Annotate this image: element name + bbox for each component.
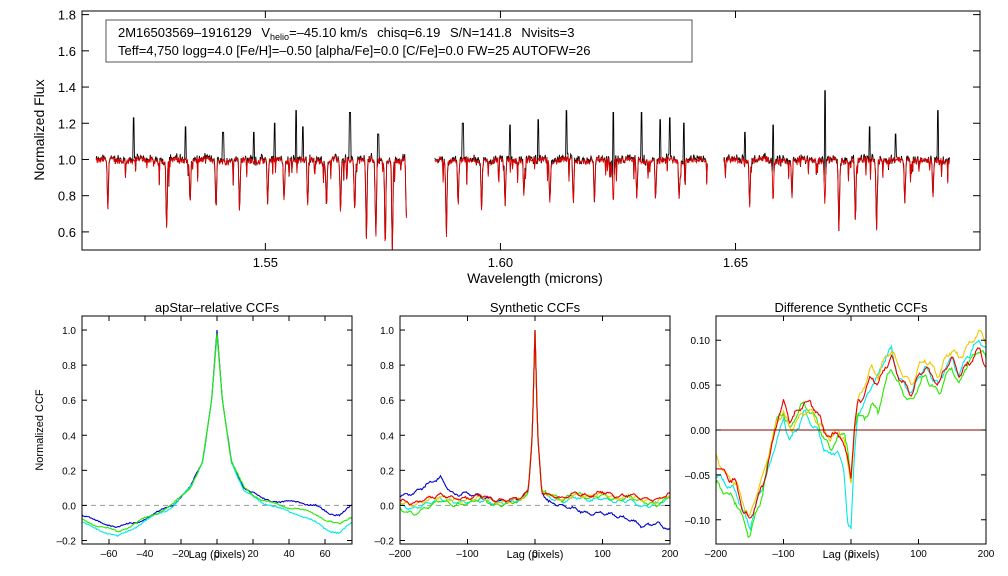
vhelio-prefix: V [261, 25, 270, 40]
synthetic-ccf-panel: Synthetic CCFs –200 –100 0 100 200 –0.2 0.0 0.2… [375, 300, 679, 561]
star-id: 2M16503569–1916129 [118, 25, 252, 40]
spectrum-plot-frame [81, 10, 981, 251]
synthetic-ytick-label: 1.0 [380, 326, 394, 337]
difference-ccf-title: Difference Synthetic CCFs [775, 300, 928, 315]
synthetic-xtick-label: 0 [532, 549, 538, 560]
apstar-ytick-label: 0.0 [62, 501, 76, 512]
annotation-line-2: Teff=4,750 logg=4.0 [Fe/H]=–0.50 [alpha/… [118, 43, 591, 58]
spectrum-series-layer [95, 90, 950, 251]
difference-xtick-label: –100 [772, 549, 795, 560]
spectrum-y-axis-label: Normalized Flux [31, 79, 47, 180]
annotation-box [105, 19, 693, 63]
apstar-xtick-label: –40 [137, 549, 154, 560]
apstar-ytick-label: –0.2 [57, 536, 77, 547]
spectrum-ytick-label: 0.6 [58, 225, 76, 240]
synthetic-ccf-series-visit-5 [399, 330, 671, 506]
difference-ccf-series-visit-5 [715, 347, 987, 519]
apstar-ccf-series-visit-1 [81, 329, 353, 528]
synthetic-ccf-title: Synthetic CCFs [490, 300, 581, 315]
synthetic-ytick-label: 0.0 [380, 501, 394, 512]
nvisits-value: Nvisits=3 [521, 25, 574, 40]
difference-xtick-label: –200 [705, 549, 728, 560]
apstar-ytick-label: 0.2 [62, 466, 76, 477]
synthetic-xtick-label: –200 [389, 549, 412, 560]
apstar-ytick-label: 0.6 [62, 396, 76, 407]
chisq-value: chisq=6.19 [377, 25, 440, 40]
spectrum-ytick-label: 1.2 [58, 116, 76, 131]
synthetic-ytick-label: 0.4 [380, 431, 394, 442]
difference-ytick-label: –0.05 [685, 471, 710, 482]
apstar-ytick-label: 0.4 [62, 431, 76, 442]
difference-x-axis-label: Lag (pixels) [823, 549, 880, 561]
difference-ytick-label: 0.05 [691, 381, 711, 392]
spectrum-panel: 1.55 1.60 1.65 0.6 0.8 1.0 1.2 1.4 1.6 1.8 Wavele… [31, 8, 981, 286]
synthetic-series-layer [399, 330, 671, 531]
synthetic-ytick-label: 0.8 [380, 361, 394, 372]
spectrum-ticks: 1.55 1.60 1.65 0.6 0.8 1.0 1.2 1.4 1.6 1.8 [58, 8, 980, 270]
annotation-line-1: 2M16503569–1916129 Vhelio=–45.10 km/s ch… [118, 25, 575, 42]
difference-ytick-label: 0.00 [691, 426, 711, 437]
apstar-xtick-label: 0 [214, 549, 220, 560]
difference-xtick-label: 0 [848, 549, 854, 560]
vhelio-subscript: helio [270, 32, 289, 42]
difference-xtick-label: 200 [978, 549, 995, 560]
apstar-xtick-label: 40 [283, 549, 295, 560]
spectrum-ytick-label: 1.8 [58, 8, 76, 23]
apstar-ticks: –60 –40 –20 0 20 40 60 –0.2 0.0 0.2 0.4 0.6 0.8 1.0 [57, 316, 352, 560]
spectrum-ytick-label: 1.0 [58, 152, 76, 167]
synthetic-xtick-label: –100 [456, 549, 479, 560]
spectrum-xtick-label: 1.60 [488, 255, 513, 270]
synthetic-xtick-label: 100 [594, 549, 611, 560]
spectrum-ytick-label: 0.8 [58, 189, 76, 204]
synthetic-ytick-label: –0.2 [375, 536, 395, 547]
apstar-xtick-label: 20 [247, 549, 259, 560]
apstar-y-axis-label: Normalized CCF [34, 389, 46, 471]
spectrum-xtick-label: 1.55 [253, 255, 278, 270]
vhelio-value: =–45.10 km/s [289, 25, 368, 40]
apstar-x-axis-label: Lag (pixels) [189, 549, 246, 561]
apstar-xtick-label: –60 [101, 549, 118, 560]
apstar-xtick-label: 60 [319, 549, 331, 560]
spectrum-xtick-label: 1.65 [723, 255, 748, 270]
apstar-ytick-label: 0.8 [62, 361, 76, 372]
synthetic-ytick-label: 0.2 [380, 466, 394, 477]
difference-xtick-label: 100 [910, 549, 927, 560]
snr-value: S/N=141.8 [450, 25, 512, 40]
apstar-ccf-series-visit-3 [81, 333, 353, 533]
difference-ytick-label: –0.10 [685, 516, 710, 527]
difference-ccf-panel: Difference Synthetic CCFs –200 –100 0 100 20… [685, 300, 995, 561]
difference-ticks: –200 –100 0 100 200 –0.10 –0.05 0.00 0.05 0.10 [685, 316, 995, 560]
spectrum-x-axis-label: Wavelength (microns) [467, 270, 603, 286]
synthetic-ytick-label: 0.6 [380, 396, 394, 407]
spectrum-ytick-label: 1.6 [58, 44, 76, 59]
apstar-ccf-title: apStar–relative CCFs [155, 300, 280, 315]
synthetic-x-axis-label: Lag (pixels) [507, 549, 564, 561]
apstar-ccf-panel: apStar–relative CCFs –60 –40 –20 0 20 40 60 –0.… [34, 300, 353, 561]
model-spectrum-chip-2 [434, 154, 708, 237]
spectrum-ytick-label: 1.4 [58, 80, 76, 95]
apstar-xtick-label: –20 [173, 549, 190, 560]
difference-series-layer [715, 329, 987, 539]
synthetic-ticks: –200 –100 0 100 200 –0.2 0.0 0.2 0.4 0.6 0.8 1.0 [375, 316, 679, 560]
model-spectrum-chip-1 [95, 154, 407, 251]
apstar-series-layer [81, 329, 353, 538]
model-spectrum-chip-3 [723, 155, 950, 231]
apstar-ytick-label: 1.0 [62, 326, 76, 337]
synthetic-xtick-label: 200 [662, 549, 679, 560]
difference-ytick-label: 0.10 [691, 336, 711, 347]
difference-ccf-series-visit-4 [715, 329, 987, 517]
